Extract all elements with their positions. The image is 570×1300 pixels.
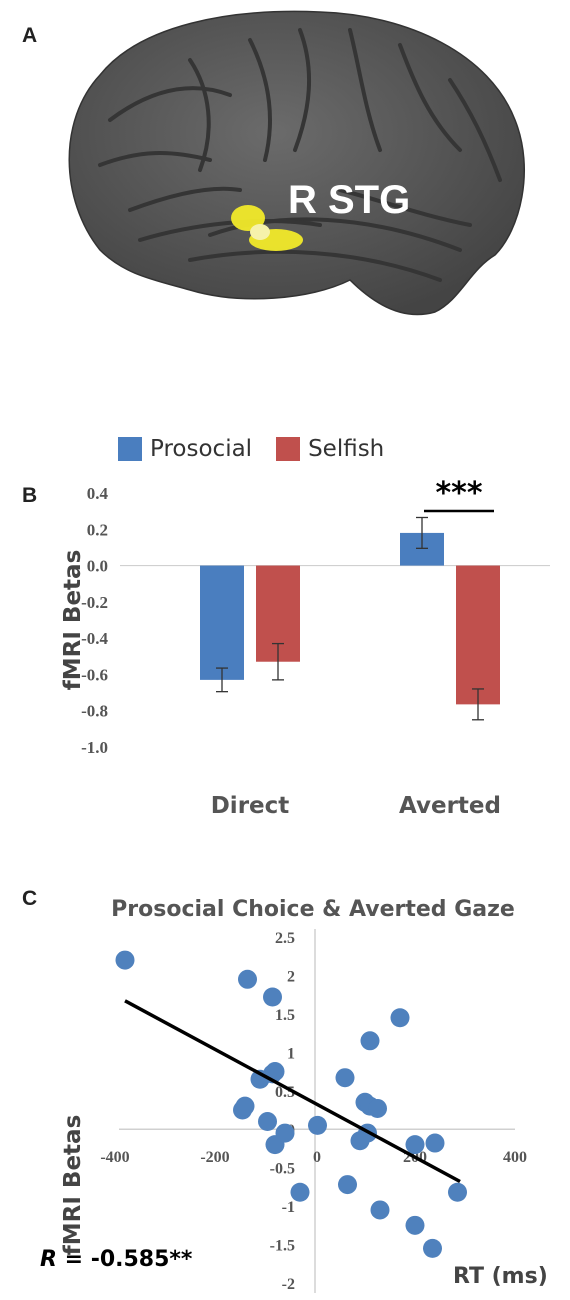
scatter-point [448, 1182, 467, 1202]
scatter-point [368, 1098, 387, 1118]
y-tick-label: -1.0 [81, 738, 108, 757]
brain-rendering: R STG [40, 0, 540, 320]
scatter-point [370, 1200, 390, 1220]
scatter-point [308, 1115, 327, 1135]
scatter-point [405, 1215, 425, 1235]
y-tick-label: -0.5 [270, 1161, 295, 1178]
scatter-point [265, 1062, 285, 1082]
scatter-chart: 2.521.510.50-0.5-1-1.5-2-400-2000200400P… [40, 897, 548, 1293]
scatter-point [390, 1008, 410, 1028]
y-tick-label: 1 [287, 1045, 295, 1062]
y-tick-label: -0.6 [81, 665, 108, 684]
y-tick-label: -0.2 [81, 593, 108, 612]
x-category-label: Averted [399, 793, 501, 819]
x-category-label: Direct [211, 793, 290, 819]
y-tick-label: -1 [282, 1199, 295, 1216]
legend-label-selfish: Selfish [308, 436, 385, 462]
scatter-point [238, 969, 257, 989]
bar-chart: 0.4 0.2 0.0 -0.2 -0.4 -0.6 -0.8 -1.0 Direct Avert… [60, 476, 550, 819]
scatter-point [405, 1135, 425, 1155]
region-label: R STG [288, 178, 410, 222]
bar-prosocial-direct [200, 565, 244, 680]
cortex-shape [68, 10, 525, 316]
brain-image: R STG [68, 10, 525, 316]
chart-legend: Prosocial Selfish [118, 432, 398, 466]
significance-label: *** [435, 476, 482, 511]
scatter-point [360, 1031, 380, 1051]
y-tick-label: -1.5 [270, 1238, 295, 1255]
correlation-r-symbol: R [40, 1247, 57, 1272]
trend-line [124, 999, 461, 1184]
scatter-point [115, 950, 135, 970]
scatter-point [275, 1123, 295, 1143]
x-axis-title: RT (ms) [453, 1264, 548, 1289]
panel-label-a: A [22, 24, 38, 47]
correlation-annotation: R = -0.585** [40, 1247, 193, 1272]
panel-label-b: B [22, 484, 38, 507]
y-tick-label: 0.2 [87, 520, 108, 539]
legend-swatch-prosocial [118, 437, 142, 461]
scatter-point [335, 1068, 355, 1088]
y-tick-label: 2 [287, 968, 295, 985]
y-tick-label: -2 [282, 1276, 295, 1293]
scatter-point [338, 1175, 357, 1195]
legend-item-selfish: Selfish [276, 436, 384, 462]
scatter-point [258, 1112, 277, 1132]
y-tick-label: 0.0 [87, 557, 108, 576]
activation-cluster [231, 205, 303, 251]
scatter-point [425, 1133, 445, 1153]
panel-label-c: C [22, 887, 38, 910]
legend-item-prosocial: Prosocial [118, 436, 252, 462]
y-tick-label: 2.5 [275, 930, 295, 947]
x-tick-label: 0 [313, 1149, 321, 1166]
correlation-value: = -0.585** [57, 1247, 193, 1272]
y-axis-title: fMRI Betas [60, 550, 86, 691]
legend-swatch-selfish [276, 437, 301, 461]
legend-label-prosocial: Prosocial [150, 436, 253, 462]
scatter-point [235, 1096, 255, 1116]
y-tick-label: -0.4 [81, 629, 108, 648]
bar-selfish-averted [456, 565, 500, 705]
y-tick-label: 0.4 [87, 484, 109, 503]
y-tick-label: 1.5 [275, 1007, 295, 1024]
x-tick-label: 400 [503, 1149, 527, 1166]
scatter-point [350, 1131, 370, 1151]
chart-title: Prosocial Choice & Averted Gaze [111, 897, 515, 922]
y-tick-label: -0.8 [81, 702, 108, 721]
scatter-point [263, 987, 282, 1007]
y-axis-title: fMRI Betas [60, 1115, 86, 1256]
x-tick-label: -200 [200, 1149, 229, 1166]
x-tick-label: -400 [100, 1149, 129, 1166]
scatter-point [423, 1238, 442, 1258]
scatter-point [290, 1182, 310, 1202]
